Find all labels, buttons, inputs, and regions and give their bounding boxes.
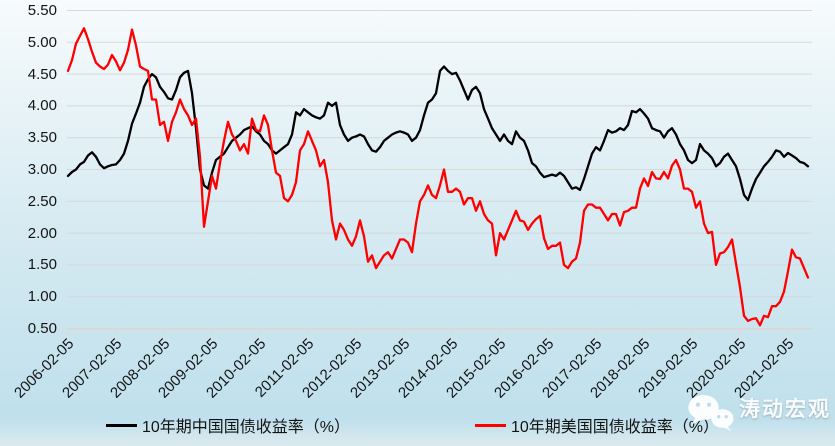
y-axis-label: 1.50 — [27, 256, 57, 274]
y-axis-label: 0.50 — [27, 320, 57, 337]
us-series-line — [66, 27, 810, 327]
y-axis-label: 2.00 — [27, 224, 57, 242]
y-axis-label: 4.50 — [27, 65, 57, 83]
y-axis-label: 5.00 — [27, 33, 57, 51]
watermark: 涛动宏观 — [686, 394, 831, 432]
y-axis-label: 3.00 — [27, 161, 57, 178]
us-legend-line-swatch — [475, 423, 506, 427]
y-axis-label: 2.50 — [27, 192, 57, 210]
china-legend-label: 10年期中国国债收益率（%） — [142, 419, 351, 436]
y-axis-label: 5.50 — [27, 2, 57, 19]
legend-item-china: 10年期中国国债收益率（%） — [106, 413, 350, 437]
china-legend-line-swatch — [106, 423, 137, 427]
y-axis-label: 3.50 — [27, 129, 57, 147]
watermark-text: 涛动宏观 — [739, 398, 831, 421]
y-axis-label: 4.00 — [27, 97, 57, 115]
y-axis-label: 1.00 — [27, 288, 57, 306]
wechat-icon — [688, 395, 734, 431]
us-legend-label: 10年期美国国债收益率（%） — [511, 419, 720, 436]
china-series-line — [66, 65, 810, 202]
legend-item-us: 10年期美国国债收益率（%） — [475, 413, 719, 437]
